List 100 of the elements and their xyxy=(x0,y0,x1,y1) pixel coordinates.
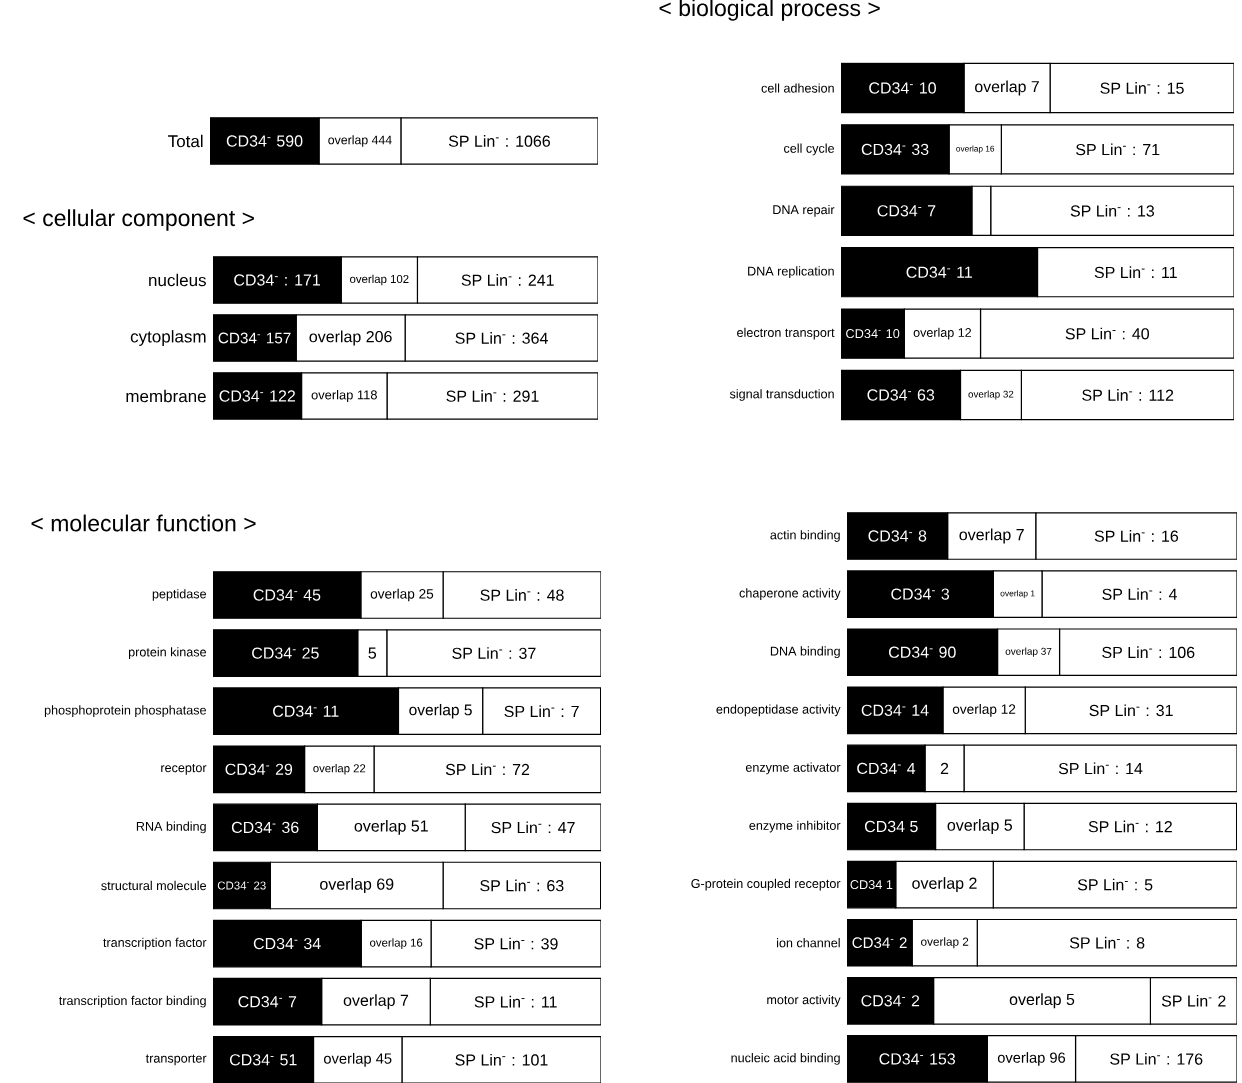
annotation: overlap 7 xyxy=(959,528,1024,544)
annotation: overlap 22 xyxy=(313,764,366,775)
annotation: CD34$^{-}$ 34 xyxy=(253,937,321,950)
annotation: SP Lin$^{-}$ : 364 xyxy=(455,332,548,344)
annotation: CD34$^{-}$ 10 xyxy=(869,82,936,94)
y-tick-label: ion channel xyxy=(777,938,840,948)
y-tick-label: nucleic acid binding xyxy=(731,1053,840,1065)
y-tick-label: endopeptidase activity xyxy=(716,704,841,717)
annotation: overlap 69 xyxy=(320,878,394,893)
annotation: overlap 16 xyxy=(956,145,995,154)
annotation: overlap 102 xyxy=(350,274,409,286)
annotation: overlap 444 xyxy=(328,135,392,147)
annotation: CD34$^{-}$ 2 xyxy=(852,937,907,949)
annotation: SP Lin$^{-}$ : 14 xyxy=(1058,762,1143,775)
y-tick-label: protein kinase xyxy=(128,647,207,659)
annotation: overlap 25 xyxy=(370,588,434,602)
annotation: CD34$^{-}$ 7 xyxy=(238,996,297,1008)
annotation: CD34$^{-}$ 33 xyxy=(861,143,929,156)
annotation: SP Lin$^{-}$ : 7 xyxy=(504,705,579,718)
annotation: SP Lin$^{-}$ : 63 xyxy=(480,879,564,892)
annotation: SP Lin$^{-}$ : 112 xyxy=(1082,389,1174,401)
annotation: CD34 1 xyxy=(850,880,893,890)
annotation: CD34$^{-}$ 4 xyxy=(857,762,916,775)
annotation: CD34$^{-}$ 63 xyxy=(867,389,935,401)
annotation: overlap 16 xyxy=(370,938,423,949)
y-tick-label: signal transduction xyxy=(729,389,834,401)
annotation: overlap 2 xyxy=(921,937,969,949)
y-tick-label: transcription factor binding xyxy=(59,995,206,1008)
annotation: overlap 12 xyxy=(952,703,1016,717)
annotation: overlap 118 xyxy=(311,389,377,402)
annotation: overlap 7 xyxy=(975,80,1039,96)
annotation: CD34$^{-}$ 153 xyxy=(879,1053,956,1065)
annotation: CD34$^{-}$ 25 xyxy=(252,647,319,659)
y-tick-label: structural molecule xyxy=(101,880,207,891)
y-tick-label: transcription factor xyxy=(103,937,207,950)
annotation: SP Lin$^{-}$ : 47 xyxy=(491,821,575,834)
annotation: SP Lin$^{-}$ : 39 xyxy=(474,937,558,950)
annotation: SP Lin$^{-}$ : 40 xyxy=(1065,327,1150,340)
annotation: SP Lin$^{-}$ : 71 xyxy=(1076,143,1160,156)
annotation: SP Lin$^{-}$ : 72 xyxy=(445,763,530,776)
annotation: CD34$^{-}$ 3 xyxy=(891,588,950,600)
annotation: 5 xyxy=(368,647,377,659)
annotation: SP Lin$^{-}$ : 13 xyxy=(1070,204,1155,217)
annotation: overlap 32 xyxy=(968,390,1014,400)
annotation: overlap 96 xyxy=(997,1052,1066,1066)
y-tick-label: transporter xyxy=(145,1054,207,1066)
y-tick-label: chaperone activity xyxy=(739,588,841,600)
y-tick-label: cytoplasm xyxy=(130,330,206,346)
annotation: 2 xyxy=(940,762,949,774)
annotation: SP Lin$^{-}$ : 4 xyxy=(1102,588,1177,600)
y-tick-label: DNA replication xyxy=(748,266,834,279)
annotation: CD34$^{-}$ 11 xyxy=(906,266,972,278)
y-tick-label: phosphoprotein phosphatase xyxy=(44,705,207,718)
annotation: overlap 5 xyxy=(1009,993,1075,1009)
chart-title: < biological process > xyxy=(659,0,880,21)
annotation: SP Lin$^{-}$ : 15 xyxy=(1100,82,1184,94)
annotation: SP Lin$^{-}$ : 106 xyxy=(1102,646,1195,659)
y-tick-label: motor activity xyxy=(767,994,841,1007)
annotation: overlap 7 xyxy=(343,994,409,1010)
annotation: CD34$^{-}$ 590 xyxy=(226,135,303,147)
annotation: SP Lin$^{-}$ : 11 xyxy=(1094,266,1177,279)
annotation: overlap 5 xyxy=(947,819,1013,834)
annotation: overlap 51 xyxy=(354,819,428,835)
annotation: SP Lin$^{-}$ : 16 xyxy=(1094,530,1179,542)
annotation: CD34$^{-}$ 7 xyxy=(877,205,936,217)
y-tick-label: enzyme activator xyxy=(745,762,841,775)
annotation: SP Lin$^{-}$ : 5 xyxy=(1077,878,1153,891)
annotation: SP Lin$^{-}$ : 11 xyxy=(474,995,557,1008)
y-tick-label: cell cycle xyxy=(784,143,835,156)
annotation: SP Lin$^{-}$ 2 xyxy=(1161,994,1226,1007)
y-tick-label: peptidase xyxy=(152,589,207,601)
y-tick-label: RNA binding xyxy=(136,821,206,834)
annotation: CD34$^{-}$ 29 xyxy=(225,763,293,775)
annotation: SP Lin$^{-}$ : 176 xyxy=(1110,1053,1203,1065)
y-tick-label: membrane xyxy=(126,389,206,403)
y-tick-label: electron transport xyxy=(737,327,835,340)
annotation: overlap 1 xyxy=(1000,590,1035,599)
y-tick-label: Total xyxy=(168,134,203,148)
annotation: overlap 12 xyxy=(913,327,972,340)
y-tick-label: nucleus xyxy=(149,273,206,287)
annotation: overlap 5 xyxy=(409,703,472,719)
chart-title: < molecular function > xyxy=(31,514,256,532)
annotation: overlap 2 xyxy=(912,877,977,893)
y-tick-label: G-protein coupled receptor xyxy=(691,878,841,891)
annotation: CD34$^{-}$ 11 xyxy=(273,705,339,717)
y-tick-label: actin binding xyxy=(770,530,840,542)
annotation: overlap 206 xyxy=(309,330,392,346)
y-tick-label: DNA binding xyxy=(770,646,840,659)
annotation: SP Lin$^{-}$ : 31 xyxy=(1089,704,1173,717)
annotation: CD34$^{-}$ 45 xyxy=(253,589,321,601)
annotation: SP Lin$^{-}$ : 48 xyxy=(480,589,564,601)
annotation: CD34$^{-}$ 14 xyxy=(861,704,929,716)
annotation: SP Lin$^{-}$ : 101 xyxy=(455,1053,548,1066)
annotation: CD34$^{-}$ : 171 xyxy=(234,274,321,286)
annotation: SP Lin$^{-}$ : 241 xyxy=(461,274,554,286)
annotation: CD34$^{-}$ 8 xyxy=(868,530,927,542)
annotation: overlap 45 xyxy=(323,1052,392,1067)
chart-title: < cellular component > xyxy=(23,209,254,231)
annotation: SP Lin$^{-}$ : 8 xyxy=(1069,936,1145,949)
y-tick-label: DNA repair xyxy=(773,204,835,217)
